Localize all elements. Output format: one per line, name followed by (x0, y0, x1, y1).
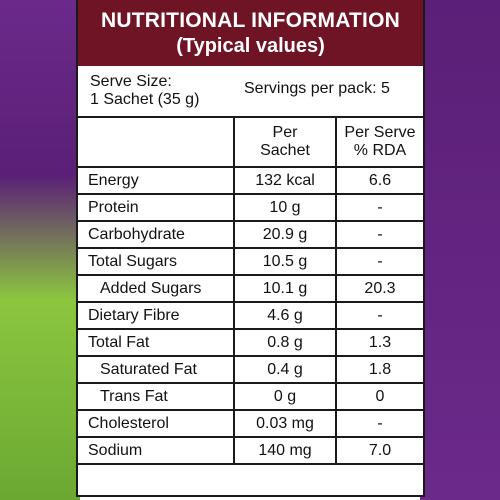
nutrient-rda: 1.8 (335, 355, 423, 384)
nutrient-per-sachet: 132 kcal (233, 166, 337, 195)
nutrient-name: Total Sugars (78, 247, 235, 276)
table-header-row: Per Sachet Per Serve % RDA (78, 118, 423, 168)
table-header-blank (78, 118, 235, 168)
nutrient-per-sachet: 4.6 g (233, 301, 337, 330)
panel-title: NUTRITIONAL INFORMATION (101, 9, 400, 32)
nutrition-table: Per Sachet Per Serve % RDA Energy 132 kc… (78, 118, 423, 465)
nutrient-rda: - (335, 220, 423, 249)
nutrient-per-sachet: 0.4 g (233, 355, 337, 384)
table-row: Sodium 140 mg 7.0 (78, 436, 423, 465)
column-header-rda: Per Serve % RDA (335, 118, 423, 168)
serve-size-value: 1 Sachet (35 g) (90, 91, 200, 108)
table-row: Protein 10 g - (78, 193, 423, 222)
nutrient-rda: - (335, 193, 423, 222)
panel-header: NUTRITIONAL INFORMATION (Typical values) (78, 0, 423, 66)
nutrient-name: Protein (78, 193, 235, 222)
nutrient-name: Added Sugars (78, 274, 235, 303)
nutrient-name: Trans Fat (78, 382, 235, 411)
table-row: Total Fat 0.8 g 1.3 (78, 328, 423, 357)
nutrient-rda: 0 (335, 382, 423, 411)
nutrient-rda: - (335, 409, 423, 438)
column-header-per-sachet: Per Sachet (233, 118, 337, 168)
nutrient-per-sachet: 140 mg (233, 436, 337, 465)
packaging-background-right (420, 0, 500, 500)
nutrient-per-sachet: 0 g (233, 382, 337, 411)
packaging-background-left (0, 0, 80, 500)
table-row: Total Sugars 10.5 g - (78, 247, 423, 276)
nutrient-name: Cholesterol (78, 409, 235, 438)
nutrient-name: Dietary Fibre (78, 301, 235, 330)
nutrient-name: Carbohydrate (78, 220, 235, 249)
table-row: Added Sugars 10.1 g 20.3 (78, 274, 423, 303)
serve-size: Serve Size: 1 Sachet (35 g) (90, 73, 199, 109)
nutrient-name: Total Fat (78, 328, 235, 357)
panel-subtitle: (Typical values) (176, 35, 325, 57)
column-header-per-sachet-line1: Per (272, 124, 298, 141)
nutrient-per-sachet: 20.9 g (233, 220, 337, 249)
nutrient-name: Saturated Fat (78, 355, 235, 384)
column-header-rda-line1: Per Serve (344, 124, 416, 141)
nutrient-rda: 1.3 (335, 328, 423, 357)
nutrient-name: Energy (78, 166, 235, 195)
table-row: Saturated Fat 0.4 g 1.8 (78, 355, 423, 384)
nutrient-rda: - (335, 247, 423, 276)
column-header-rda-line2: % RDA (353, 142, 407, 159)
servings-per-pack: Servings per pack: 5 (244, 80, 390, 97)
serve-info-row: Serve Size: 1 Sachet (35 g) Servings per… (78, 66, 423, 118)
nutrient-per-sachet: 10 g (233, 193, 337, 222)
nutrient-per-sachet: 0.03 mg (233, 409, 337, 438)
serve-size-label: Serve Size: (90, 73, 172, 90)
table-row: Trans Fat 0 g 0 (78, 382, 423, 411)
column-header-per-sachet-line2: Sachet (260, 142, 310, 159)
table-row: Cholesterol 0.03 mg - (78, 409, 423, 438)
table-row: Carbohydrate 20.9 g - (78, 220, 423, 249)
table-row: Dietary Fibre 4.6 g - (78, 301, 423, 330)
nutrient-per-sachet: 10.1 g (233, 274, 337, 303)
nutrient-rda: 7.0 (335, 436, 423, 465)
nutrient-rda: 6.6 (335, 166, 423, 195)
nutrient-per-sachet: 10.5 g (233, 247, 337, 276)
table-row: Energy 132 kcal 6.6 (78, 166, 423, 195)
nutrition-panel: NUTRITIONAL INFORMATION (Typical values)… (76, 0, 425, 497)
nutrient-rda: - (335, 301, 423, 330)
nutrient-per-sachet: 0.8 g (233, 328, 337, 357)
nutrient-name: Sodium (78, 436, 235, 465)
nutrient-rda: 20.3 (335, 274, 423, 303)
